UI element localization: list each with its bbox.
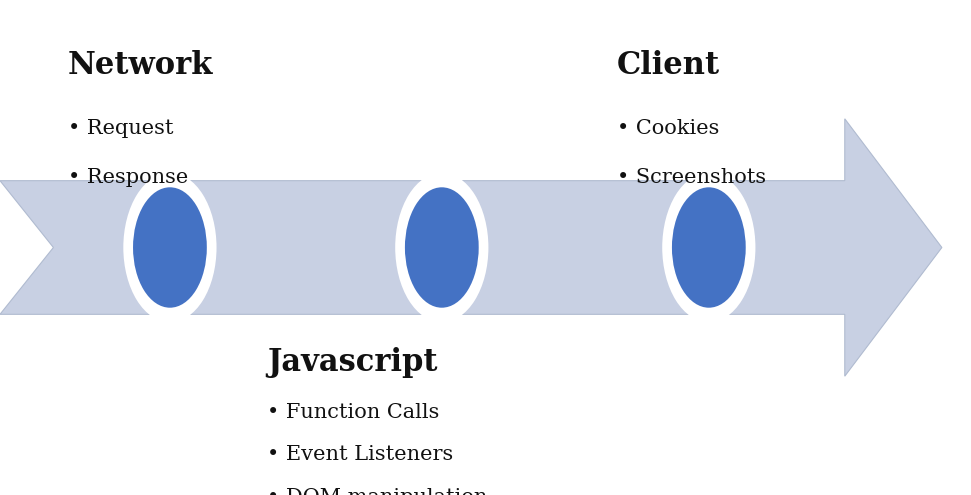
- Text: • Response: • Response: [68, 168, 188, 187]
- Text: • Event Listeners: • Event Listeners: [267, 446, 453, 464]
- Text: • Request: • Request: [68, 119, 174, 138]
- Text: • Cookies: • Cookies: [617, 119, 719, 138]
- Ellipse shape: [133, 187, 207, 308]
- Ellipse shape: [672, 187, 746, 308]
- Ellipse shape: [395, 173, 488, 322]
- Text: • Screenshots: • Screenshots: [617, 168, 766, 187]
- Text: • Function Calls: • Function Calls: [267, 403, 440, 422]
- Ellipse shape: [662, 173, 755, 322]
- Polygon shape: [0, 119, 942, 376]
- Text: • DOM manipulation: • DOM manipulation: [267, 488, 487, 495]
- Ellipse shape: [405, 187, 479, 308]
- Text: Javascript: Javascript: [267, 346, 438, 378]
- Text: Client: Client: [617, 50, 720, 81]
- Text: Network: Network: [68, 50, 214, 81]
- Ellipse shape: [123, 173, 217, 322]
